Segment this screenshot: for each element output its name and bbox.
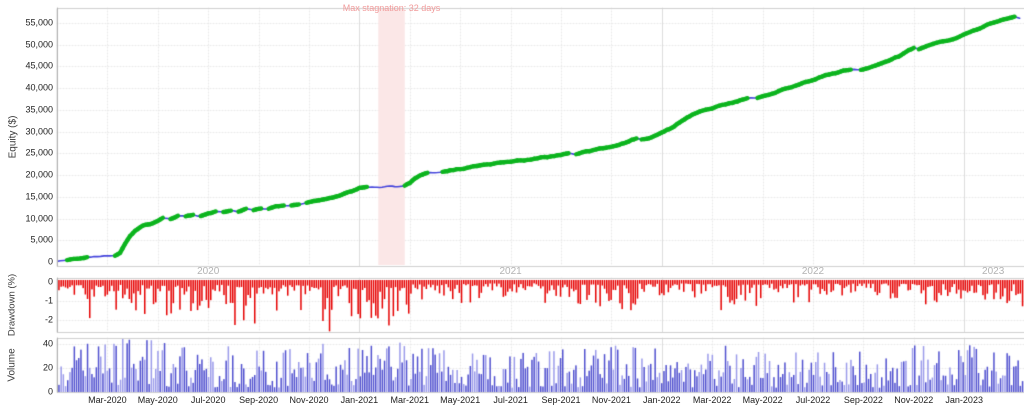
- month-tick-label: Jul-2020: [190, 395, 226, 405]
- equity-tick-label: 10,000: [25, 213, 53, 224]
- drawdown-tick-label: 0: [47, 276, 53, 287]
- equity-tick-label: 45,000: [25, 60, 53, 71]
- year-label: 2023: [982, 265, 1005, 277]
- equity-tick-label: 20,000: [25, 169, 53, 180]
- year-label: 2021: [499, 265, 522, 277]
- equity-tick-label: 30,000: [25, 126, 53, 137]
- equity-tick-label: 55,000: [25, 17, 53, 28]
- year-label: 2022: [801, 265, 825, 277]
- equity-tick-label: 50,000: [25, 39, 53, 50]
- equity-axis-title: Equity ($): [7, 115, 19, 159]
- volume-tick-label: 20: [42, 362, 53, 373]
- month-tick-label: Mar-2022: [692, 395, 732, 405]
- drawdown-tick-label: -1: [44, 295, 53, 306]
- month-tick-label: Jan-2021: [340, 395, 379, 405]
- month-tick-label: Jul-2022: [795, 395, 831, 405]
- equity-tick-label: 0: [47, 256, 53, 267]
- drawdown-axis-title: Drawdown (%): [6, 273, 18, 337]
- month-tick-label: May-2022: [742, 395, 783, 405]
- month-tick-label: Nov-2022: [894, 395, 934, 405]
- drawdown-tick-label: -2: [44, 314, 53, 325]
- max-stagnation-label: Max stagnation: 32 days: [342, 3, 441, 13]
- year-label: 2020: [197, 265, 220, 277]
- volume-tick-label: 0: [47, 386, 53, 397]
- equity-tick-label: 35,000: [25, 104, 53, 115]
- equity-tick-label: 40,000: [25, 82, 53, 93]
- equity-tick-label: 5,000: [30, 234, 53, 245]
- month-tick-label: Jan-2023: [945, 395, 983, 405]
- equity-tick-label: 25,000: [25, 147, 53, 158]
- month-tick-label: Nov-2021: [591, 395, 631, 405]
- month-tick-label: Sep-2022: [843, 395, 883, 405]
- equity-tick-label: 15,000: [25, 191, 53, 202]
- month-tick-label: Mar-2020: [88, 395, 127, 405]
- month-tick-label: Jul-2021: [493, 395, 528, 405]
- volume-tick-label: 40: [42, 338, 53, 348]
- month-tick-label: Sep-2020: [239, 395, 279, 405]
- month-tick-label: Sep-2021: [541, 395, 581, 405]
- month-tick-label: Jan-2022: [643, 395, 681, 405]
- month-tick-label: May-2020: [137, 395, 178, 405]
- month-tick-label: May-2021: [440, 395, 481, 405]
- month-tick-label: Mar-2021: [390, 395, 430, 405]
- volume-axis-title: Volume: [6, 348, 18, 382]
- month-tick-label: Nov-2020: [289, 395, 329, 405]
